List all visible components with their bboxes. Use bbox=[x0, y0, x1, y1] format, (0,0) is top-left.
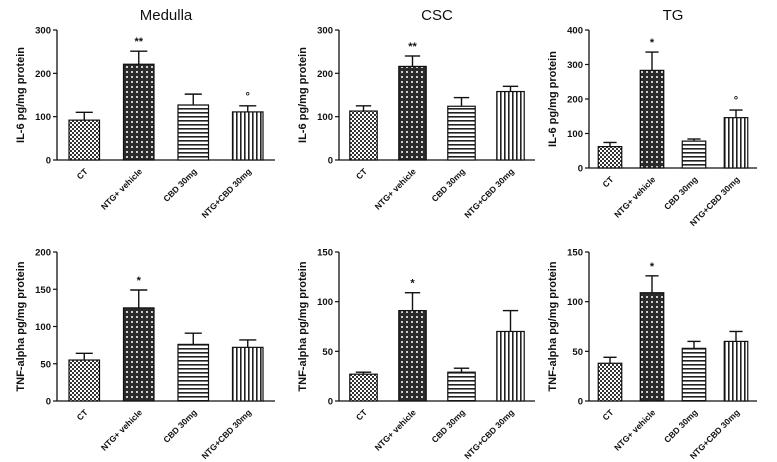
bar bbox=[681, 347, 707, 402]
y-tick-label: 50 bbox=[40, 359, 51, 370]
category-label: CT bbox=[75, 166, 91, 182]
category-label: NTG+ vehicle bbox=[612, 174, 658, 220]
category-label: NTG+ vehicle bbox=[373, 166, 419, 212]
y-tick-label: 0 bbox=[328, 156, 333, 167]
category-label: NTG+ vehicle bbox=[99, 407, 145, 453]
significance-label: * bbox=[410, 278, 415, 290]
y-tick-label: 0 bbox=[328, 397, 333, 408]
category-label: CBD 30mg bbox=[662, 407, 699, 444]
significance-label: ° bbox=[734, 95, 738, 107]
bar bbox=[231, 111, 264, 161]
category-label: NTG+ vehicle bbox=[612, 407, 658, 453]
category-label: CBD 30mg bbox=[429, 166, 466, 203]
category-label: CT bbox=[354, 407, 370, 423]
y-axis-title: IL-6 pg/mg protein bbox=[547, 51, 559, 147]
chart-panel-5: 0 50 100 150 TNF-alpha pg/mg protein CT * NTG+ … bbox=[297, 248, 535, 461]
y-axis-title: TNF-alpha pg/mg protein bbox=[297, 261, 309, 391]
y-axis-title: IL-6 pg/mg protein bbox=[15, 47, 27, 143]
y-tick-label: 0 bbox=[46, 156, 51, 167]
bar bbox=[447, 105, 476, 161]
y-tick-label: 100 bbox=[35, 112, 51, 123]
y-tick-label: 0 bbox=[578, 164, 583, 175]
significance-label: ° bbox=[246, 91, 250, 103]
y-tick-label: 50 bbox=[322, 347, 333, 358]
panel-title: CSC bbox=[421, 7, 453, 24]
category-label: CBD 30mg bbox=[429, 407, 466, 444]
chart-panel-6: 0 50 100 150 TNF-alpha pg/mg protein CT * NTG+ … bbox=[547, 248, 757, 461]
y-tick-label: 300 bbox=[35, 26, 51, 37]
bar bbox=[398, 65, 427, 161]
bar bbox=[496, 330, 525, 402]
category-label: CT bbox=[600, 407, 616, 423]
y-tick-label: 200 bbox=[317, 69, 333, 80]
y-tick-label: 200 bbox=[35, 69, 51, 80]
category-label: CBD 30mg bbox=[161, 166, 198, 203]
bar bbox=[398, 310, 427, 402]
y-tick-label: 100 bbox=[317, 112, 333, 123]
y-tick-label: 100 bbox=[317, 297, 333, 308]
bar bbox=[68, 359, 101, 402]
y-axis-title: TNF-alpha pg/mg protein bbox=[547, 261, 559, 391]
category-label: NTG+CBD 30mg bbox=[462, 407, 516, 461]
y-tick-label: 100 bbox=[567, 297, 583, 308]
significance-label: * bbox=[650, 261, 655, 273]
y-tick-label: 100 bbox=[567, 129, 583, 140]
bar bbox=[723, 340, 749, 402]
bar bbox=[639, 69, 665, 169]
significance-label: ** bbox=[134, 36, 143, 48]
panel-title: Medulla bbox=[140, 7, 193, 24]
significance-label: * bbox=[650, 37, 655, 49]
bar bbox=[639, 292, 665, 402]
y-tick-label: 300 bbox=[567, 60, 583, 71]
bar bbox=[723, 117, 749, 169]
bar bbox=[68, 119, 101, 161]
y-tick-label: 200 bbox=[35, 248, 51, 259]
bar bbox=[122, 63, 155, 161]
chart-panel-3: TG 0 100 200 300 400 IL-6 pg/mg protein CT * NTG+… bbox=[547, 7, 757, 228]
category-label: NTG+CBD 30mg bbox=[200, 407, 254, 461]
bar bbox=[231, 346, 264, 402]
bar bbox=[447, 371, 476, 402]
bar bbox=[349, 373, 378, 402]
bar bbox=[496, 90, 525, 161]
category-label: NTG+CBD 30mg bbox=[200, 166, 254, 220]
panel-title: TG bbox=[663, 7, 684, 24]
category-label: CT bbox=[600, 174, 616, 190]
bar bbox=[177, 104, 210, 161]
y-tick-label: 400 bbox=[567, 26, 583, 37]
significance-label: ** bbox=[408, 41, 417, 53]
bar bbox=[349, 110, 378, 161]
y-tick-label: 200 bbox=[567, 95, 583, 106]
chart-panel-4: 0 50 100 150 200 TNF-alpha pg/mg protein CT * NT… bbox=[15, 248, 275, 461]
chart-panel-1: Medulla 0 100 200 300 IL-6 pg/mg protein CT ** N… bbox=[15, 7, 275, 220]
bar bbox=[177, 343, 210, 402]
category-label: CT bbox=[354, 166, 370, 182]
chart-panel-2: CSC 0 100 200 300 IL-6 pg/mg protein CT ** NTG+ … bbox=[297, 7, 535, 220]
y-axis-title: IL-6 pg/mg protein bbox=[297, 47, 309, 143]
y-tick-label: 300 bbox=[317, 26, 333, 37]
category-label: CBD 30mg bbox=[161, 407, 198, 444]
category-label: CT bbox=[75, 407, 91, 423]
category-label: NTG+CBD 30mg bbox=[462, 166, 516, 220]
bar bbox=[597, 362, 623, 402]
y-tick-label: 150 bbox=[317, 248, 333, 259]
significance-label: * bbox=[137, 275, 142, 287]
y-tick-label: 150 bbox=[35, 285, 51, 296]
bar bbox=[681, 140, 707, 169]
bar bbox=[122, 307, 155, 402]
y-tick-label: 0 bbox=[578, 397, 583, 408]
category-label: NTG+ vehicle bbox=[99, 166, 145, 212]
category-label: CBD 30mg bbox=[662, 174, 699, 211]
y-tick-label: 100 bbox=[35, 322, 51, 333]
y-tick-label: 50 bbox=[572, 347, 583, 358]
y-axis-title: TNF-alpha pg/mg protein bbox=[15, 261, 27, 391]
category-label: NTG+ vehicle bbox=[373, 407, 419, 453]
y-tick-label: 150 bbox=[567, 248, 583, 259]
y-tick-label: 0 bbox=[46, 397, 51, 408]
bar bbox=[597, 146, 623, 169]
